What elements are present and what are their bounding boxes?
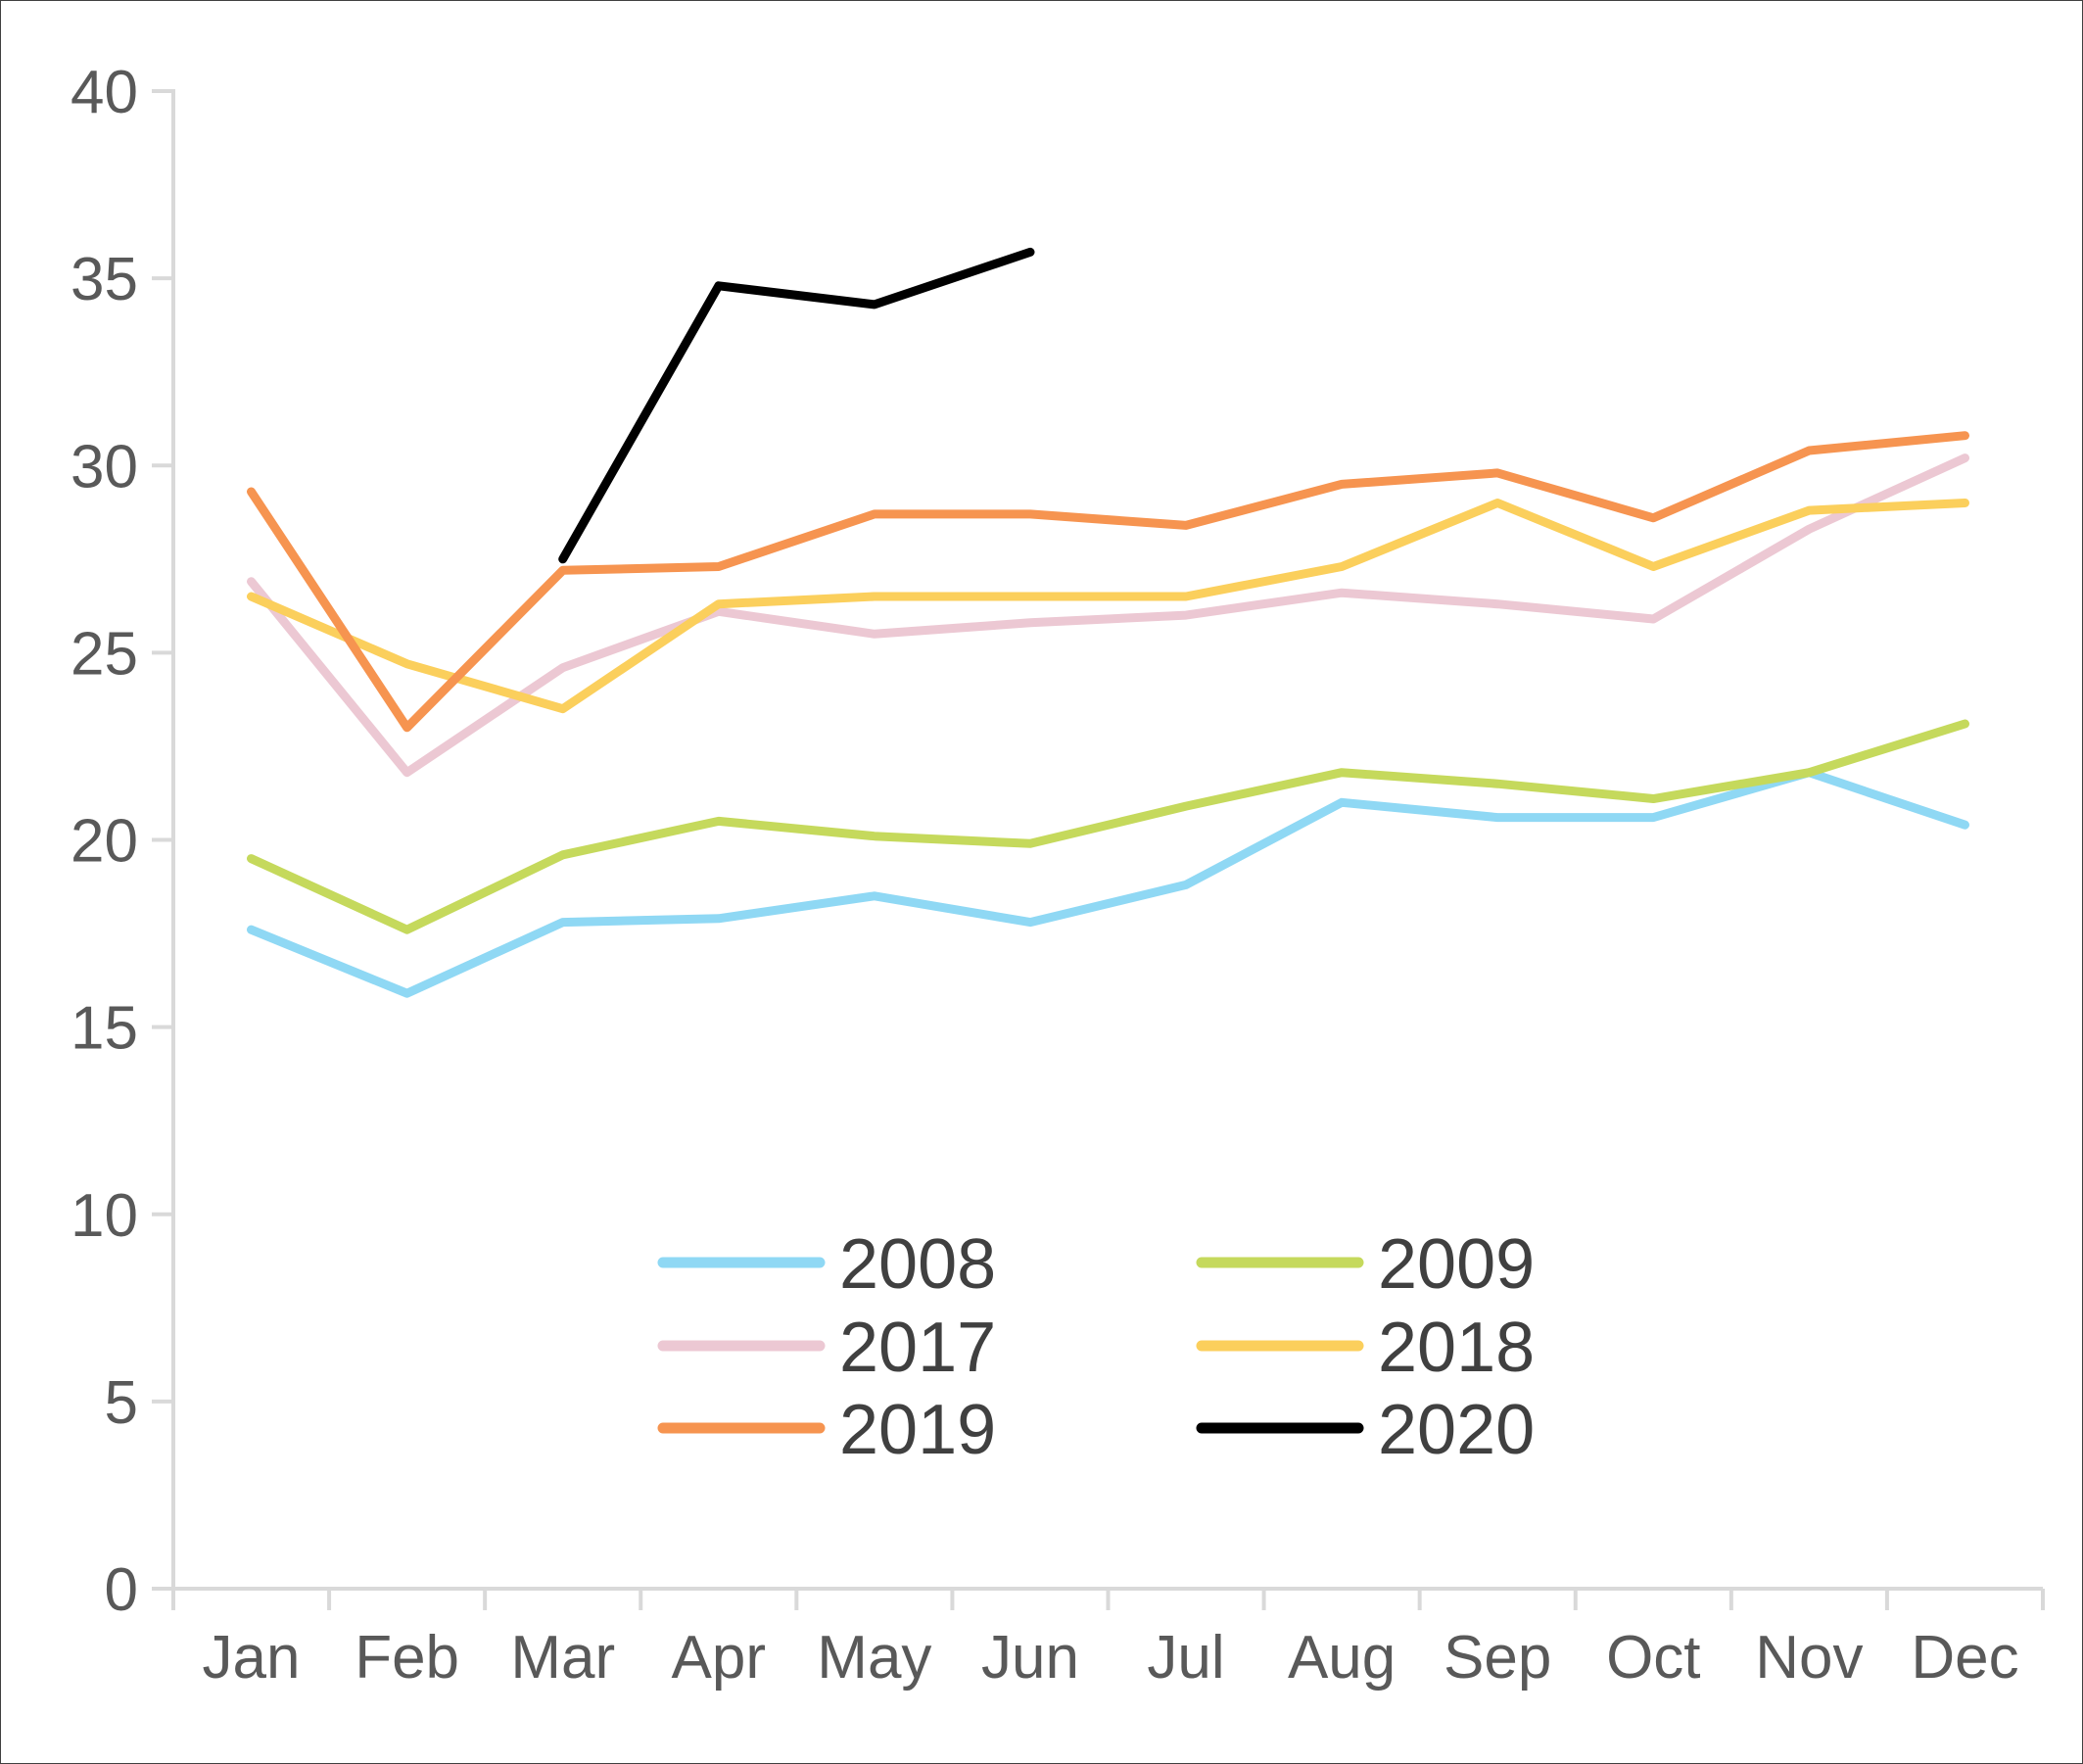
series-line-2018 <box>247 499 1969 714</box>
x-tick-label: Nov <box>1755 1624 1863 1692</box>
x-tick-label: Sep <box>1444 1624 1551 1692</box>
legend-label-2019: 2019 <box>839 1391 996 1469</box>
y-tick-label: 15 <box>71 995 138 1063</box>
x-tick-label: May <box>817 1624 931 1692</box>
series-line-2019 <box>247 431 1969 733</box>
x-tick-label: Jul <box>1147 1624 1224 1692</box>
legend: 2008 2009 2017 2018 2019 2020 <box>657 1225 1535 1469</box>
x-tick-label: Jun <box>981 1624 1079 1692</box>
x-tick-label: Mar <box>510 1624 615 1692</box>
legend-label-2009: 2009 <box>1378 1225 1535 1304</box>
x-tick-label: Jan <box>203 1624 301 1692</box>
y-tick-label: 10 <box>71 1182 138 1250</box>
x-tick-label: Dec <box>1911 1624 2018 1692</box>
x-tick-label: Aug <box>1288 1624 1396 1692</box>
y-tick-label: 0 <box>105 1556 138 1624</box>
legend-label-2008: 2008 <box>839 1225 996 1304</box>
legend-label-2017: 2017 <box>839 1309 996 1387</box>
x-axis-ticks: Jan Feb Mar Apr May Jun Jul Aug Sep Oct Nov Dec <box>171 1589 2045 1692</box>
series-lines <box>247 247 1969 998</box>
series-line-2008 <box>247 768 1969 998</box>
series-line-2009 <box>247 719 1969 934</box>
y-tick-label: 20 <box>71 808 138 876</box>
y-tick-label: 25 <box>71 620 138 688</box>
y-axis-ticks: 0 5 10 15 20 25 30 35 40 <box>71 59 173 1624</box>
y-tick-label: 30 <box>71 433 138 501</box>
y-tick-label: 40 <box>71 59 138 126</box>
x-tick-label: Oct <box>1606 1624 1700 1692</box>
legend-label-2020: 2020 <box>1378 1391 1535 1469</box>
series-line-2020 <box>558 247 1035 564</box>
axes <box>171 89 2043 1591</box>
x-tick-label: Apr <box>672 1624 766 1692</box>
legend-label-2018: 2018 <box>1378 1309 1535 1387</box>
y-tick-label: 35 <box>71 246 138 313</box>
y-tick-label: 5 <box>105 1369 138 1437</box>
series-line-2017 <box>247 453 1969 778</box>
x-tick-label: Feb <box>355 1624 459 1692</box>
